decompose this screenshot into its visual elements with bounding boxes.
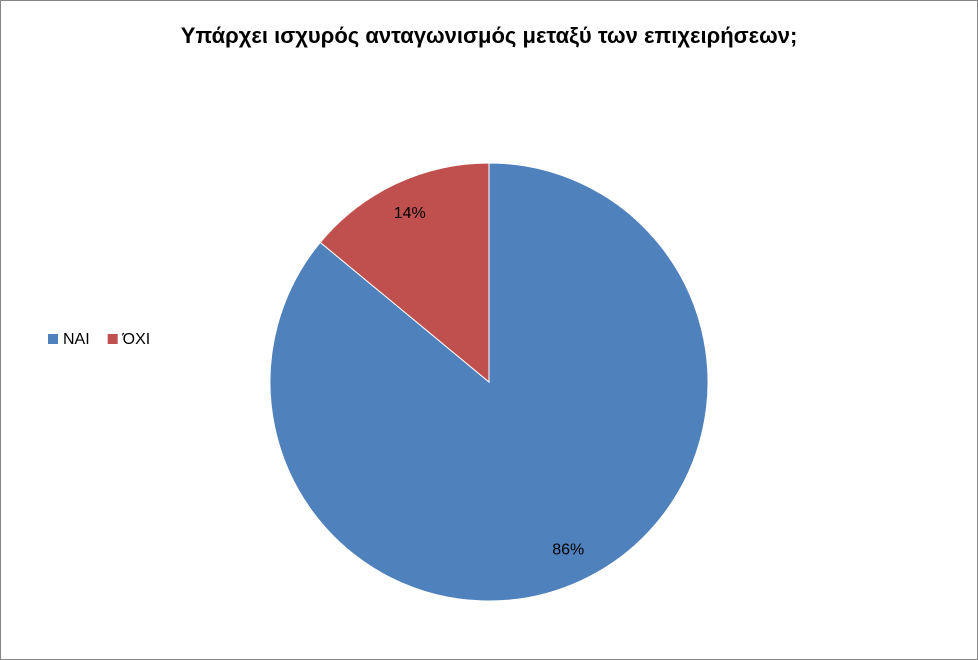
data-label: 86% — [552, 542, 584, 559]
data-label: 14% — [394, 205, 426, 222]
chart-title: Υπάρχει ισχυρός ανταγωνισμός μεταξύ των … — [181, 23, 798, 48]
legend-swatch — [107, 334, 118, 344]
legend-swatch — [48, 334, 58, 344]
legend-label: ΌΧΙ — [122, 331, 151, 348]
legend-label: ΝΑΙ — [63, 331, 90, 348]
pie-slice — [319, 162, 490, 384]
